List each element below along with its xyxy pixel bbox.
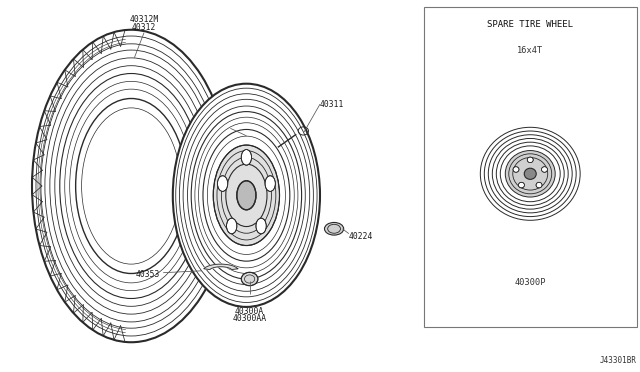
Text: 40312M: 40312M xyxy=(129,15,159,24)
Ellipse shape xyxy=(241,150,252,165)
Text: 16x4T: 16x4T xyxy=(517,46,543,55)
Text: 40353: 40353 xyxy=(136,270,160,279)
Ellipse shape xyxy=(524,168,536,179)
Polygon shape xyxy=(204,264,238,270)
Ellipse shape xyxy=(213,145,280,246)
Ellipse shape xyxy=(173,84,320,307)
Text: 40224: 40224 xyxy=(349,232,373,241)
Ellipse shape xyxy=(541,167,547,172)
Ellipse shape xyxy=(82,108,180,264)
Ellipse shape xyxy=(256,218,266,234)
Text: J43301BR: J43301BR xyxy=(600,356,637,365)
Text: 40300AA: 40300AA xyxy=(232,314,267,323)
Ellipse shape xyxy=(506,151,556,197)
Ellipse shape xyxy=(324,222,344,235)
Text: 40311: 40311 xyxy=(320,100,344,109)
Ellipse shape xyxy=(513,167,519,172)
Ellipse shape xyxy=(241,272,258,286)
Text: 40300A: 40300A xyxy=(235,307,264,316)
Ellipse shape xyxy=(218,176,228,191)
Text: 40300P: 40300P xyxy=(515,278,546,287)
Ellipse shape xyxy=(237,181,256,210)
Ellipse shape xyxy=(265,176,275,191)
Ellipse shape xyxy=(518,182,524,188)
Ellipse shape xyxy=(536,182,542,188)
Bar xyxy=(424,7,637,327)
Text: SPARE TIRE WHEEL: SPARE TIRE WHEEL xyxy=(487,20,573,29)
Ellipse shape xyxy=(227,218,237,234)
Text: 40300P: 40300P xyxy=(216,122,245,131)
Ellipse shape xyxy=(527,157,533,163)
Text: 40312: 40312 xyxy=(132,23,156,32)
